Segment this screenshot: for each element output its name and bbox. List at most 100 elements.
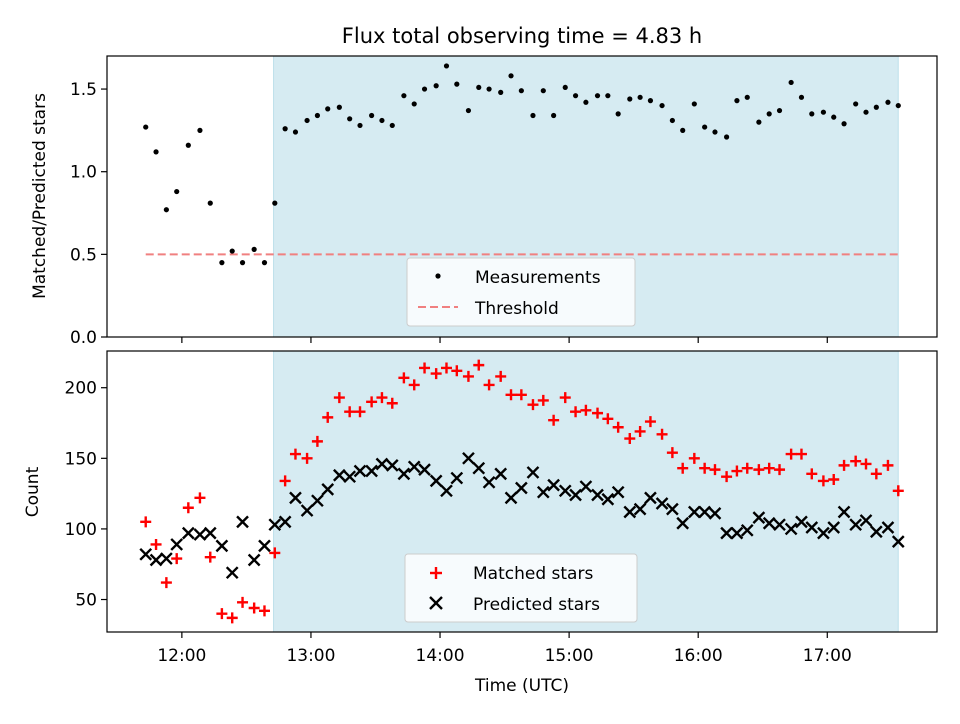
measurement-point [691,101,697,107]
measurement-point [756,119,762,125]
top-legend-box [406,257,636,327]
matched-stars-point [559,392,571,404]
measurement-point [723,134,730,140]
measurement-point [486,86,492,92]
predicted-stars-point [289,491,302,505]
matched-stars-point [301,452,313,464]
matched-stars-point [237,596,249,608]
predicted-stars-point [837,505,851,519]
measurement-point [292,129,299,135]
matched-stars-point [806,468,818,480]
matched-stars-point [354,406,366,418]
bottom-legend-box [404,553,638,623]
matched-stars-point [376,392,388,404]
measurement-point [627,96,633,102]
matched-stars-point [731,465,743,477]
measurement-point [443,63,450,69]
matched-stars-point [495,370,507,382]
predicted-stars-point [773,518,786,532]
matched-stars-point [333,392,345,404]
measurement-point [347,116,353,122]
matched-stars-point [624,433,636,445]
matched-stars-point [838,459,850,471]
measurement-point [219,260,225,266]
predicted-stars-point [332,468,346,482]
matched-stars-point [850,455,862,467]
predicted-stars-point [676,516,690,530]
predicted-stars-point [450,471,464,485]
predicted-stars-point [160,552,173,565]
predicted-stars-point [482,475,496,489]
measurement-point [518,88,524,94]
matched-stars-point [160,577,172,589]
matched-stars-point [592,407,604,419]
matched-stars-point [882,459,894,471]
top-axes-frame [106,55,938,338]
matched-stars-point [537,394,549,406]
matched-stars-point [473,359,485,371]
matched-stars-point [527,399,539,411]
predicted-stars-point [666,502,679,516]
measurement-point [820,109,827,115]
predicted-stars-point [149,553,163,567]
measurement-point [325,106,331,112]
y-tick-label: 1.5 [70,80,97,100]
matched-stars-point [322,411,334,423]
predicted-stars-point [225,566,239,580]
measurement-point [272,200,278,206]
measurement-point [885,99,891,105]
measurement-point [454,81,460,87]
predicted-stars-point [385,459,399,472]
matched-stars-point [182,502,194,514]
measurement-point [174,188,180,195]
measurement-point [498,89,504,95]
predicted-stars-point [139,547,153,561]
matched-stars-point [666,447,678,459]
predicted-stars-point [494,467,508,481]
predicted-stars-point [236,515,249,529]
measurement-point [702,124,708,130]
predicted-stars-point [375,457,389,471]
measurement-point [185,142,191,148]
measurement-point [809,111,815,117]
predicted-stars-point [869,525,883,539]
measurement-point [572,93,579,99]
measurements-markers [143,63,901,266]
x-tick-label: 13:00 [286,646,335,666]
measurement-point [530,112,536,119]
measurement-point [841,121,847,127]
predicted-stars-point [591,488,604,502]
measurement-point [551,112,557,119]
matched-stars-point [451,365,463,377]
measurement-point [433,83,439,89]
predicted-stars-point [891,535,905,548]
matched-stars-point [440,362,452,374]
matched-stars-point [688,452,700,464]
measurement-point [476,84,482,91]
x-tick-label: 14:00 [416,646,465,666]
legend-matched-label: Matched stars [473,564,593,584]
predicted-stars-point [569,488,582,502]
matched-stars-point [817,475,829,487]
matched-stars-point [289,448,301,460]
predicted-stars-point [462,451,475,465]
legend-matched-marker [430,567,442,579]
matched-stars-point [870,468,882,480]
measurement-point [734,98,740,104]
predicted-stars-point [300,504,314,517]
predicted-stars-point [418,463,431,476]
bottom-y-axis-label: Count [23,466,43,517]
predicted-stars-point [170,538,184,551]
measurement-point [411,101,417,107]
measurement-point [873,104,879,110]
predicted-stars-point [203,526,217,540]
matched-stars-point [204,551,216,563]
measurement-point [261,260,268,266]
matched-stars-point [311,435,323,447]
matched-stars-point [763,462,775,474]
bottom-legend: Matched stars Predicted stars [404,553,638,623]
measurement-point [379,117,385,124]
matched-stars-point [795,448,807,460]
measurement-point [637,94,643,100]
